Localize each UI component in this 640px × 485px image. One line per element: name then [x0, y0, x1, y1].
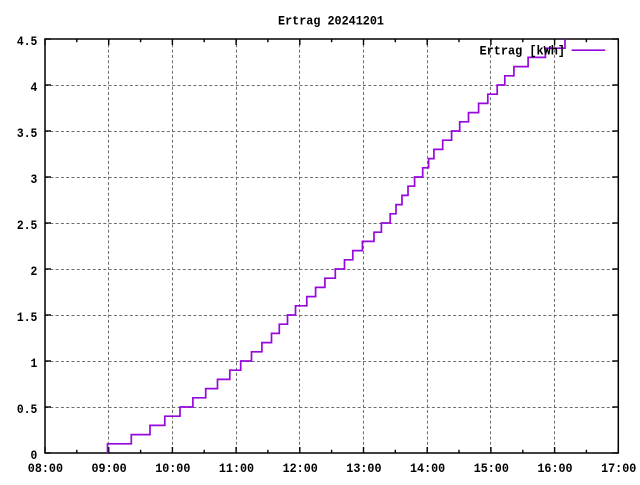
svg-text:08:00: 08:00	[28, 462, 63, 476]
svg-text:17:00: 17:00	[601, 462, 636, 476]
svg-text:16:00: 16:00	[537, 462, 572, 476]
svg-text:2: 2	[31, 265, 38, 279]
svg-text:1.5: 1.5	[17, 311, 37, 325]
svg-text:10:00: 10:00	[155, 462, 190, 476]
svg-text:13:00: 13:00	[346, 462, 381, 476]
svg-text:14:00: 14:00	[410, 462, 445, 476]
svg-text:09:00: 09:00	[92, 462, 127, 476]
svg-text:2.5: 2.5	[17, 219, 37, 233]
svg-text:Ertrag 20241201: Ertrag 20241201	[278, 14, 384, 28]
svg-text:4: 4	[31, 81, 38, 95]
svg-text:Ertrag [kWh]: Ertrag [kWh]	[480, 44, 566, 58]
svg-text:15:00: 15:00	[474, 462, 509, 476]
svg-text:0.5: 0.5	[17, 403, 37, 417]
svg-text:12:00: 12:00	[283, 462, 318, 476]
svg-text:0: 0	[31, 449, 38, 463]
svg-text:11:00: 11:00	[219, 462, 254, 476]
svg-text:3: 3	[31, 173, 38, 187]
svg-text:4.5: 4.5	[17, 35, 37, 49]
svg-text:3.5: 3.5	[17, 127, 37, 141]
svg-text:1: 1	[31, 357, 38, 371]
